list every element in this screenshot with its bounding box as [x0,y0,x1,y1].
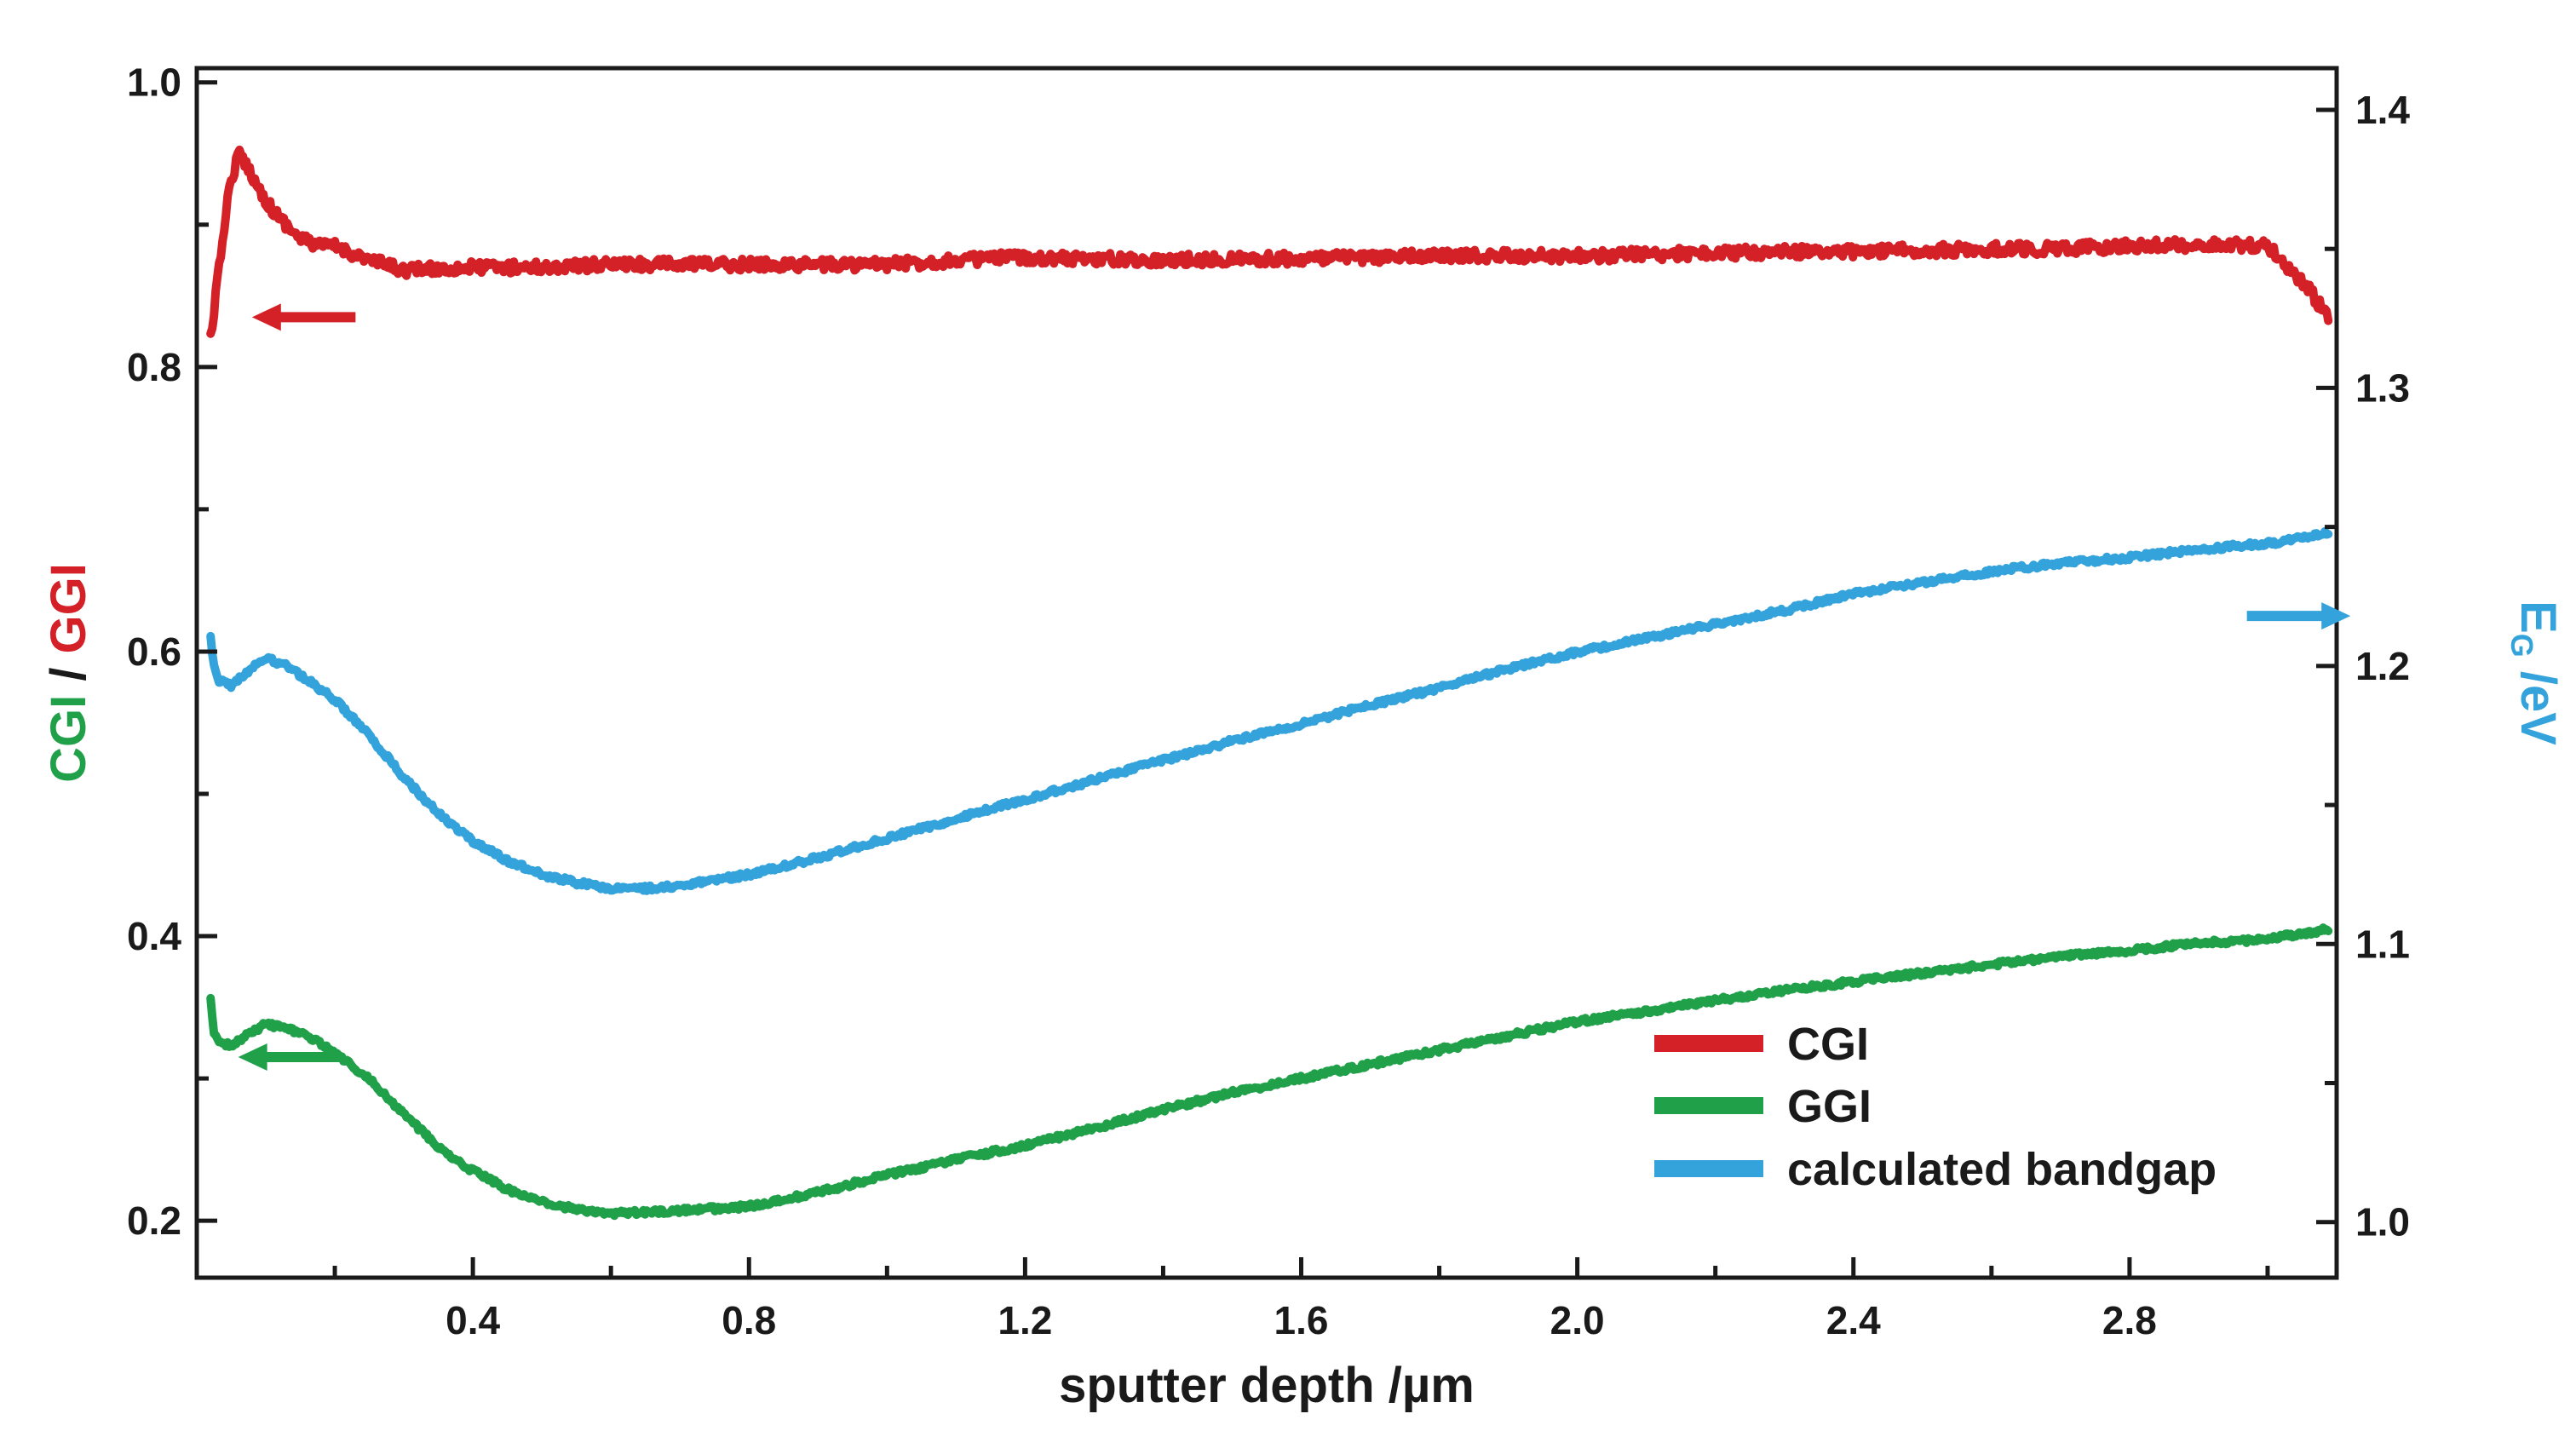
ticks-layer: 0.4 0.8 1.2 1.6 2.0 2.4 2.8 0.2 0.4 0.6 0.8 1.0 1.0 1… [127,60,2410,1342]
plot-frame [194,66,2339,1280]
right-tick-label: 1.0 [2355,1200,2410,1244]
legend: CGI GGI calculated bandgap [1654,1019,2217,1195]
left-axis-title-separator: / [41,653,96,694]
left-axis-title-ggi: GGI [41,563,96,653]
right-axis-title: EG /eV [2504,601,2566,745]
x-tick-label: 1.6 [1274,1298,1329,1342]
legend-label-bandgap: calculated bandgap [1787,1144,2217,1195]
arrow-bandgap-head [2321,602,2351,630]
left-tick-label: 0.2 [127,1198,181,1243]
series-line-ggi [206,923,2333,1221]
series-line-bandgap [206,526,2333,895]
right-tick-label: 1.4 [2355,88,2410,132]
series-layer [206,145,2333,1221]
indicator-layer [238,303,2351,1072]
legend-label-ggi: GGI [1787,1081,1872,1132]
x-tick-label: 2.4 [1826,1298,1881,1342]
left-tick-label: 0.4 [127,914,181,958]
legend-label-cgi: CGI [1787,1019,1869,1070]
right-axis-title-e: E [2510,601,2566,634]
left-axis-title-cgi: CGI [41,695,96,783]
right-tick-label: 1.2 [2355,644,2410,688]
left-tick-label: 0.8 [127,345,181,389]
left-tick-label: 0.6 [127,629,181,674]
arrow-cgi-head [251,303,281,331]
right-tick-label: 1.1 [2355,922,2410,966]
x-tick-label: 2.0 [1550,1298,1605,1342]
right-axis-title-sub: G [2504,634,2539,658]
x-axis-title: sputter depth /µm [1059,1358,1475,1413]
x-tick-label: 2.8 [2102,1298,2157,1342]
arrow-ggi-head [238,1043,267,1072]
x-tick-label: 0.8 [722,1298,776,1342]
left-axis-title: CGI / GGI [41,563,96,783]
x-tick-label: 0.4 [446,1298,500,1342]
series-line-cgi [206,145,2333,338]
right-tick-label: 1.3 [2355,365,2410,410]
right-axis-title-unit: /eV [2510,658,2566,745]
x-tick-label: 1.2 [998,1298,1052,1342]
left-tick-label: 1.0 [127,60,181,105]
